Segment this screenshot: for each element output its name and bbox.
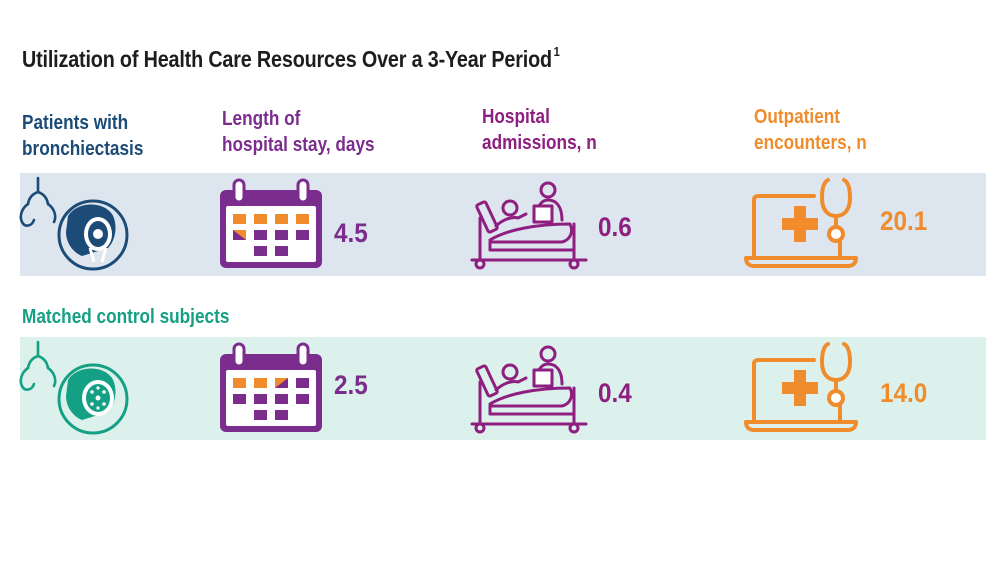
group-bx-line2: bronchiectasis (22, 138, 144, 160)
header-adm-line1: Hospital (482, 106, 550, 128)
chart-title: Utilization of Health Care Resources Ove… (22, 44, 560, 73)
value-ctl-outpatient: 14.0 (880, 378, 928, 408)
header-los-line2: hospital stay, days (222, 134, 375, 156)
value-bx-admissions: 0.6 (598, 212, 632, 242)
value-ctl-length-of-stay: 2.5 (334, 370, 368, 400)
header-length-of-stay: Length of hospital stay, days (222, 106, 375, 158)
header-outpatient: Outpatient encounters, n (754, 104, 867, 156)
group-label-control: Matched control subjects (22, 306, 230, 328)
header-los-line1: Length of (222, 108, 301, 130)
value-bx-outpatient: 20.1 (880, 206, 928, 236)
title-footnote: 1 (553, 44, 560, 59)
laptop-stethoscope-icon (744, 342, 858, 432)
header-admissions: Hospital admissions, n (482, 104, 597, 156)
chart-title-text: Utilization of Health Care Resources Ove… (22, 46, 552, 72)
header-adm-line2: admissions, n (482, 132, 597, 154)
laptop-stethoscope-icon (744, 178, 858, 268)
value-ctl-admissions: 0.4 (598, 378, 632, 408)
calendar-icon (220, 178, 322, 268)
value-bx-length-of-stay: 4.5 (334, 218, 368, 248)
group-label-bronchiectasis: Patients with bronchiectasis (22, 110, 143, 162)
lungs-normal-icon (19, 340, 129, 435)
header-out-line1: Outpatient (754, 106, 840, 128)
header-out-line2: encounters, n (754, 132, 867, 154)
group-bx-line1: Patients with (22, 112, 129, 134)
lungs-bronchiectasis-icon (19, 176, 129, 271)
hospital-bed-icon (470, 345, 588, 434)
calendar-icon (220, 342, 322, 432)
hospital-bed-icon (470, 181, 588, 270)
